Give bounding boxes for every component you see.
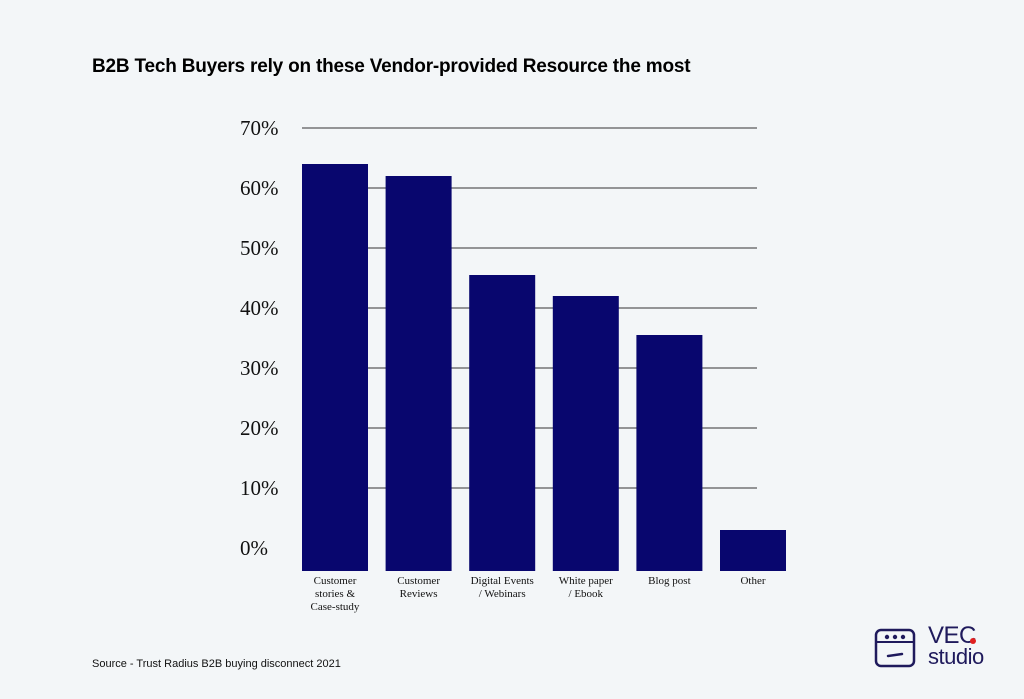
category-labels: Customer stories & Case-study Customer Revie…	[311, 575, 766, 613]
bars	[302, 164, 786, 571]
y-axis-tick-labels: 0% 10% 20% 30% 40% 50% 60% 70%	[240, 116, 279, 560]
y-tick-label: 30%	[240, 356, 279, 380]
category-label: Blog post	[648, 575, 690, 587]
bar	[636, 335, 703, 571]
bar	[469, 275, 536, 571]
y-tick-label: 10%	[240, 476, 279, 500]
bar	[720, 530, 786, 571]
y-tick-label: 0%	[240, 536, 268, 560]
category-label: White paper / Ebook	[559, 575, 613, 600]
source-note: Source - Trust Radius B2B buying disconn…	[92, 658, 341, 670]
logo-red-dot	[970, 638, 976, 644]
category-label: Other	[740, 575, 765, 587]
y-tick-label: 70%	[240, 116, 279, 140]
logo-text-vec: VEC	[928, 622, 976, 649]
bar	[385, 176, 452, 571]
y-tick-label: 20%	[240, 416, 279, 440]
y-tick-label: 40%	[240, 296, 279, 320]
y-tick-label: 50%	[240, 236, 279, 260]
bar	[302, 164, 368, 571]
category-label: Digital Events / Webinars	[471, 575, 534, 600]
vec-studio-logo: VEC studio	[872, 624, 1002, 674]
robot-face-icon	[874, 628, 916, 668]
y-tick-label: 60%	[240, 176, 279, 200]
chart-title: B2B Tech Buyers rely on these Vendor-pro…	[92, 56, 691, 77]
category-label: Customer Reviews	[397, 575, 440, 600]
bar	[552, 296, 619, 571]
category-label: Customer stories & Case-study	[311, 575, 360, 613]
logo-text-studio: studio	[928, 644, 984, 669]
